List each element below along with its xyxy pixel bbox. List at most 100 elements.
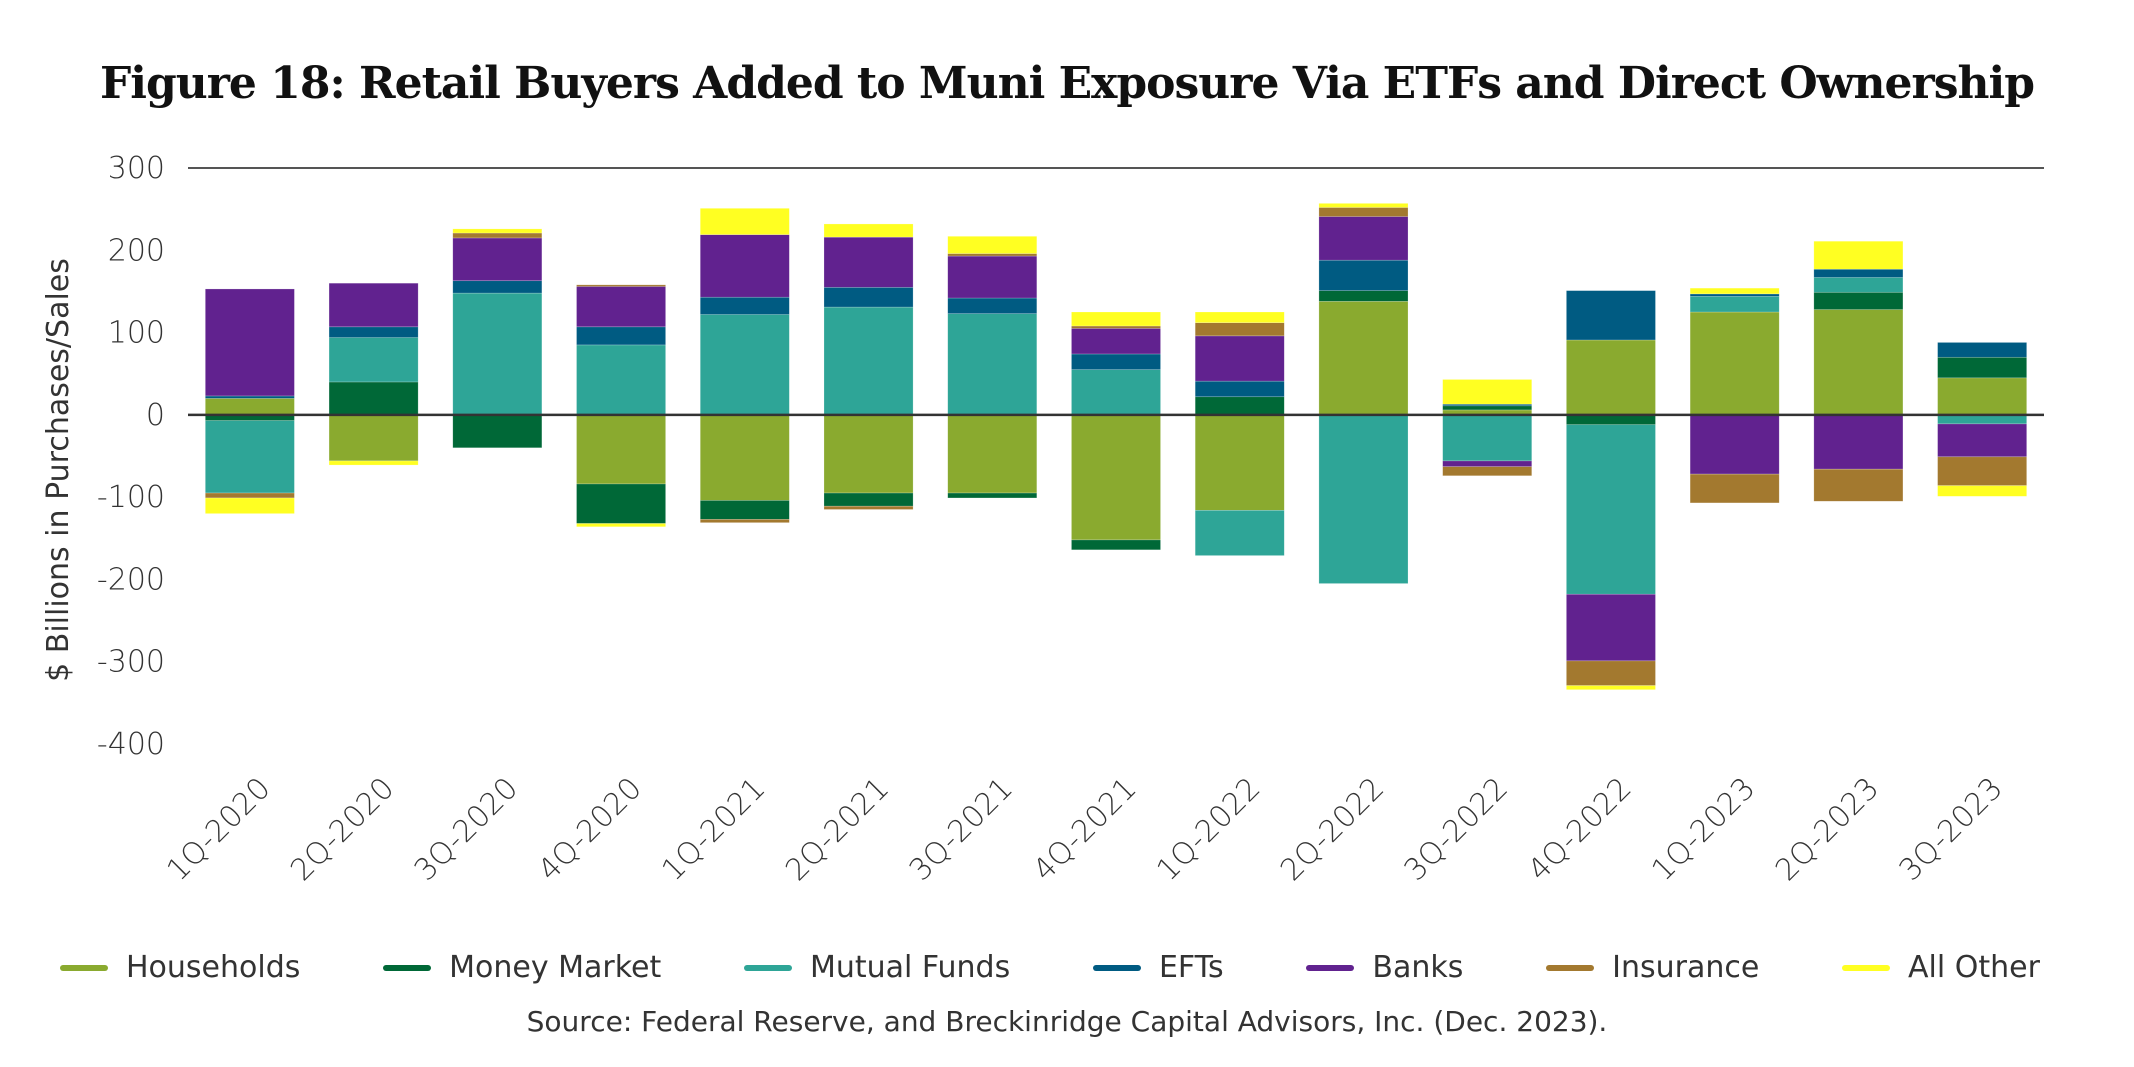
bar-segment-insurance (205, 492, 295, 499)
x-tick-label: 1Q-2021 (655, 771, 772, 888)
bar-segment-banks (328, 282, 419, 328)
bar-segment-insurance (1318, 207, 1409, 217)
bar-segment-efts (1566, 290, 1656, 341)
bar-segment-banks (576, 286, 666, 328)
x-tick-label: 1Q-2023 (1645, 771, 1762, 888)
bar-segment-insurance (576, 284, 666, 287)
bar-segment-mutual-funds (576, 344, 666, 416)
y-tick-label: 200 (108, 233, 165, 268)
bar-segment-mutual-funds (1318, 414, 1409, 584)
legend-swatch (1546, 964, 1595, 971)
x-tick-label: 3Q-2020 (408, 771, 525, 888)
bar-segment-all-other (1194, 311, 1285, 323)
bar-stack (205, 288, 295, 514)
bar-stack (1689, 287, 1780, 504)
legend: Households Money Market Mutual Funds EFTs Ba… (60, 950, 2040, 985)
bar-segment-insurance (1194, 322, 1285, 337)
bar-segment-efts (1442, 403, 1533, 407)
bar-segment-banks (1689, 414, 1780, 475)
bar-segment-insurance (1071, 325, 1161, 329)
bar-segment-households (1071, 414, 1161, 541)
bar-segment-insurance (1813, 468, 1904, 502)
legend-item: Insurance (1546, 950, 1759, 985)
bar-stack (1442, 379, 1533, 477)
bar-segment-money-market (576, 483, 666, 524)
bar-segment-households (1689, 311, 1780, 416)
y-axis-ticks: 300 200 100 0 -100 -200 -300 -400 (97, 151, 165, 762)
bar-segment-insurance (699, 519, 790, 523)
y-axis-label: $ Billions in Purchases/Sales (41, 258, 76, 682)
bar-segment-all-other (1689, 287, 1780, 295)
bar-segment-money-market (328, 381, 419, 416)
bar-segment-money-market (1071, 539, 1161, 551)
x-tick-label: 2Q-2020 (284, 771, 401, 888)
bar-segment-households (576, 414, 666, 485)
bar-segment-all-other (1813, 240, 1904, 270)
bar-segment-mutual-funds (205, 420, 295, 494)
bar-segment-money-market (1442, 405, 1533, 411)
bar-segment-banks (1318, 216, 1409, 261)
bar-segment-efts (576, 326, 666, 346)
legend-item: Mutual Funds (743, 950, 1010, 985)
bar-segment-money-market (1318, 290, 1409, 302)
bar-segment-all-other (1566, 685, 1656, 690)
y-tick-label: -300 (97, 645, 165, 680)
bar-segment-banks (1813, 414, 1904, 470)
bar-segment-all-other (1442, 379, 1533, 405)
bar-segment-banks (1937, 423, 2027, 458)
bar-segment-insurance (452, 232, 543, 239)
bar-segment-efts (823, 287, 914, 308)
x-tick-label: 2Q-2021 (779, 771, 896, 888)
bar-segment-money-market (1937, 356, 2027, 379)
legend-label: All Other (1908, 950, 2040, 985)
legend-swatch (383, 964, 432, 971)
bar-segment-households (1318, 301, 1409, 416)
x-tick-label: 4Q-2021 (1026, 771, 1143, 888)
bar-segment-efts (1689, 293, 1780, 297)
y-tick-label: -400 (97, 727, 165, 762)
bar-segment-all-other (823, 223, 914, 238)
legend-swatch (1842, 964, 1891, 971)
bar-segment-insurance (823, 505, 914, 510)
x-tick-label: 1Q-2022 (1150, 771, 1267, 888)
y-tick-label: 0 (146, 398, 165, 433)
bar-segment-mutual-funds (452, 292, 543, 416)
bar-segment-banks (699, 234, 790, 298)
legend-item: Money Market (383, 950, 661, 985)
bar-segment-mutual-funds (1071, 369, 1161, 416)
bar-stack (699, 208, 790, 523)
bar-stack (576, 284, 666, 528)
bar-segment-money-market (452, 414, 543, 449)
bar-segment-households (1566, 339, 1656, 416)
bar-segment-all-other (328, 460, 419, 466)
bar-segment-money-market (1813, 291, 1904, 310)
bar-segment-mutual-funds (699, 314, 790, 416)
legend-label: Banks (1372, 950, 1464, 985)
bar-stack (452, 228, 543, 449)
bar-segment-mutual-funds (1566, 424, 1656, 595)
legend-swatch (60, 964, 108, 971)
bar-segment-money-market (823, 492, 914, 507)
bar-segment-households (823, 414, 914, 494)
x-tick-label: 3Q-2022 (1398, 771, 1515, 888)
bar-segment-money-market (1194, 396, 1285, 416)
bar-stack (1566, 290, 1656, 690)
bar-segment-mutual-funds (823, 306, 914, 416)
bar-segment-all-other (205, 497, 295, 514)
bar-segment-efts (205, 395, 295, 399)
legend-label: Insurance (1612, 950, 1760, 985)
legend-label: EFTs (1158, 950, 1224, 985)
legend-swatch (1092, 964, 1141, 971)
bar-segment-insurance (947, 253, 1038, 257)
y-tick-label: -200 (97, 562, 165, 597)
bar-segment-efts (699, 296, 790, 315)
bar-stack (1071, 311, 1161, 551)
bar-segment-banks (205, 288, 295, 397)
bar-segment-mutual-funds (947, 313, 1038, 416)
bar-segment-banks (823, 236, 914, 288)
legend-item: EFTs (1092, 950, 1224, 985)
y-tick-label: -100 (97, 480, 165, 515)
bar-segment-banks (452, 237, 543, 282)
bar-segment-mutual-funds (1813, 277, 1904, 293)
bar-stack (1937, 342, 2027, 497)
